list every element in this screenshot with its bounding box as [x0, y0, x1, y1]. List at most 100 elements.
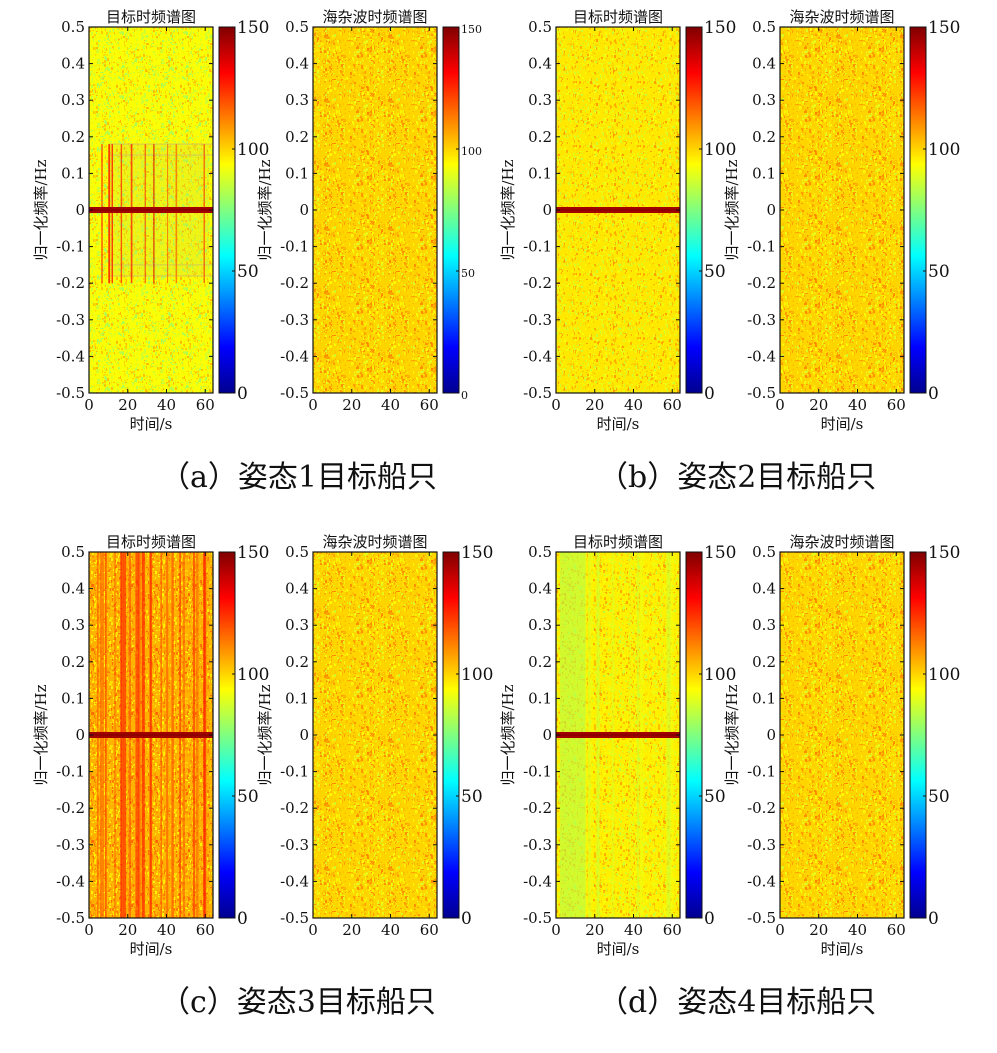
colorbar	[909, 26, 927, 394]
y-tick-label: -0.1	[523, 763, 552, 781]
y-tick-label: 0.2	[285, 653, 309, 671]
y-tick-label: 0	[299, 201, 309, 219]
colorbar-tick-label: 100	[704, 665, 736, 685]
chart-title: 海杂波时频谱图	[322, 533, 427, 551]
colorbar-tick-label: 100	[461, 665, 493, 685]
y-tick-label: 0.2	[61, 128, 85, 146]
y-tick-label: 0.1	[285, 689, 309, 707]
y-tick-label: -0.2	[280, 799, 309, 817]
colorbar-tick-label: 0	[928, 909, 939, 929]
y-tick-label: 0.1	[61, 689, 85, 707]
x-tick-label: 20	[809, 396, 828, 414]
y-tick-label: 0.2	[61, 653, 85, 671]
y-tick-label: -0.5	[280, 909, 309, 927]
colorbar-tick-label: 150	[237, 18, 269, 38]
y-tick-label: -0.4	[747, 872, 776, 890]
y-axis-label: 归一化频率/Hz	[499, 684, 517, 785]
colorbar-tick-label: 50	[704, 787, 726, 807]
panel-caption: （c）姿态3目标船只	[160, 985, 436, 1020]
y-tick-label: 0.2	[752, 653, 776, 671]
spectrogram-chart-4: 0.50.40.30.20.10-0.1-0.2-0.3-0.4-0.50 20 4…	[32, 533, 269, 958]
colorbar-tick-label: 100	[237, 665, 269, 685]
heatmap-field	[780, 27, 904, 393]
colorbar-tick-label: 50	[928, 262, 950, 282]
y-tick-label: 0.5	[61, 18, 85, 36]
y-tick-label: 0.1	[285, 164, 309, 182]
y-tick-label: -0.5	[747, 909, 776, 927]
panel-caption: （d）姿态4目标船只	[598, 985, 876, 1020]
y-tick-label: 0.2	[285, 128, 309, 146]
y-tick-label: -0.3	[56, 311, 85, 329]
y-tick-label: 0.3	[285, 91, 309, 109]
y-tick-label: -0.5	[56, 909, 85, 927]
panel-caption: （a）姿态1目标船只	[160, 460, 437, 495]
x-tick-label: 60	[420, 396, 439, 414]
x-axis-label: 时间/s	[130, 940, 173, 958]
colorbar-tick-label: 150	[704, 18, 736, 38]
y-tick-label: -0.3	[280, 836, 309, 854]
y-tick-label: 0.3	[61, 91, 85, 109]
x-tick-label: 60	[663, 396, 682, 414]
colorbar-tick-label: 50	[461, 267, 475, 280]
y-tick-label: 0.5	[285, 543, 309, 561]
colorbar-tick-label: 0	[461, 389, 468, 402]
y-tick-label: 0.1	[752, 689, 776, 707]
y-tick-label: 0.1	[752, 164, 776, 182]
y-tick-label: 0.5	[752, 543, 776, 561]
y-tick-label: 0.3	[528, 616, 552, 634]
colorbar	[218, 26, 236, 394]
y-tick-label: -0.3	[747, 311, 776, 329]
colorbar-tick-label: 0	[928, 384, 939, 404]
y-tick-label: -0.4	[56, 347, 85, 365]
colorbar-tick-label: 0	[704, 909, 715, 929]
colorbar-tick-label: 50	[237, 262, 259, 282]
chart-title: 海杂波时频谱图	[789, 533, 894, 551]
x-tick-label: 60	[196, 396, 215, 414]
colorbar-tick-label: 150	[704, 543, 736, 563]
y-tick-label: -0.1	[280, 763, 309, 781]
x-tick-label: 60	[887, 396, 906, 414]
colorbar-tick-label: 50	[704, 262, 726, 282]
y-tick-label: -0.3	[747, 836, 776, 854]
y-tick-label: 0.5	[528, 18, 552, 36]
colorbar	[685, 26, 703, 394]
colorbar-tick-label: 150	[461, 23, 482, 36]
y-tick-label: 0.4	[61, 580, 85, 598]
y-tick-label: 0.2	[528, 653, 552, 671]
x-tick-label: 0	[308, 921, 318, 939]
x-tick-label: 20	[118, 921, 137, 939]
y-tick-label: 0.1	[528, 689, 552, 707]
y-tick-label: -0.2	[56, 799, 85, 817]
y-tick-label: 0.4	[61, 55, 85, 73]
x-tick-label: 60	[887, 921, 906, 939]
y-tick-label: 0.4	[285, 55, 309, 73]
y-tick-label: -0.3	[523, 311, 552, 329]
y-tick-label: 0.3	[61, 616, 85, 634]
x-tick-label: 0	[308, 396, 318, 414]
spectrogram-chart-3: 0.50.40.30.20.10-0.1-0.2-0.3-0.4-0.50 20 4…	[723, 8, 960, 433]
y-tick-label: 0.3	[752, 616, 776, 634]
y-tick-label: -0.1	[280, 238, 309, 256]
colorbar-tick-label: 100	[928, 665, 960, 685]
x-tick-label: 60	[196, 921, 215, 939]
y-tick-label: -0.4	[523, 347, 552, 365]
colorbar-tick-label: 0	[237, 384, 248, 404]
y-tick-label: 0.4	[528, 580, 552, 598]
y-tick-label: 0	[75, 726, 85, 744]
y-tick-label: 0.2	[752, 128, 776, 146]
spectrogram-chart-7: 0.50.40.30.20.10-0.1-0.2-0.3-0.4-0.50 20 4…	[723, 533, 960, 958]
x-tick-label: 60	[663, 921, 682, 939]
x-tick-label: 20	[585, 921, 604, 939]
x-tick-label: 20	[585, 396, 604, 414]
colorbar-tick-label: 100	[237, 140, 269, 160]
y-tick-label: -0.3	[56, 836, 85, 854]
x-tick-label: 40	[381, 921, 400, 939]
y-tick-label: 0.4	[528, 55, 552, 73]
x-tick-label: 40	[848, 396, 867, 414]
y-tick-label: 0.5	[285, 18, 309, 36]
y-tick-label: -0.1	[747, 238, 776, 256]
y-tick-label: 0.5	[528, 543, 552, 561]
spectrogram-chart-0: 0.50.40.30.20.10-0.1-0.2-0.3-0.4-0.50 20 4…	[32, 8, 269, 433]
chart-title: 目标时频谱图	[106, 8, 196, 26]
